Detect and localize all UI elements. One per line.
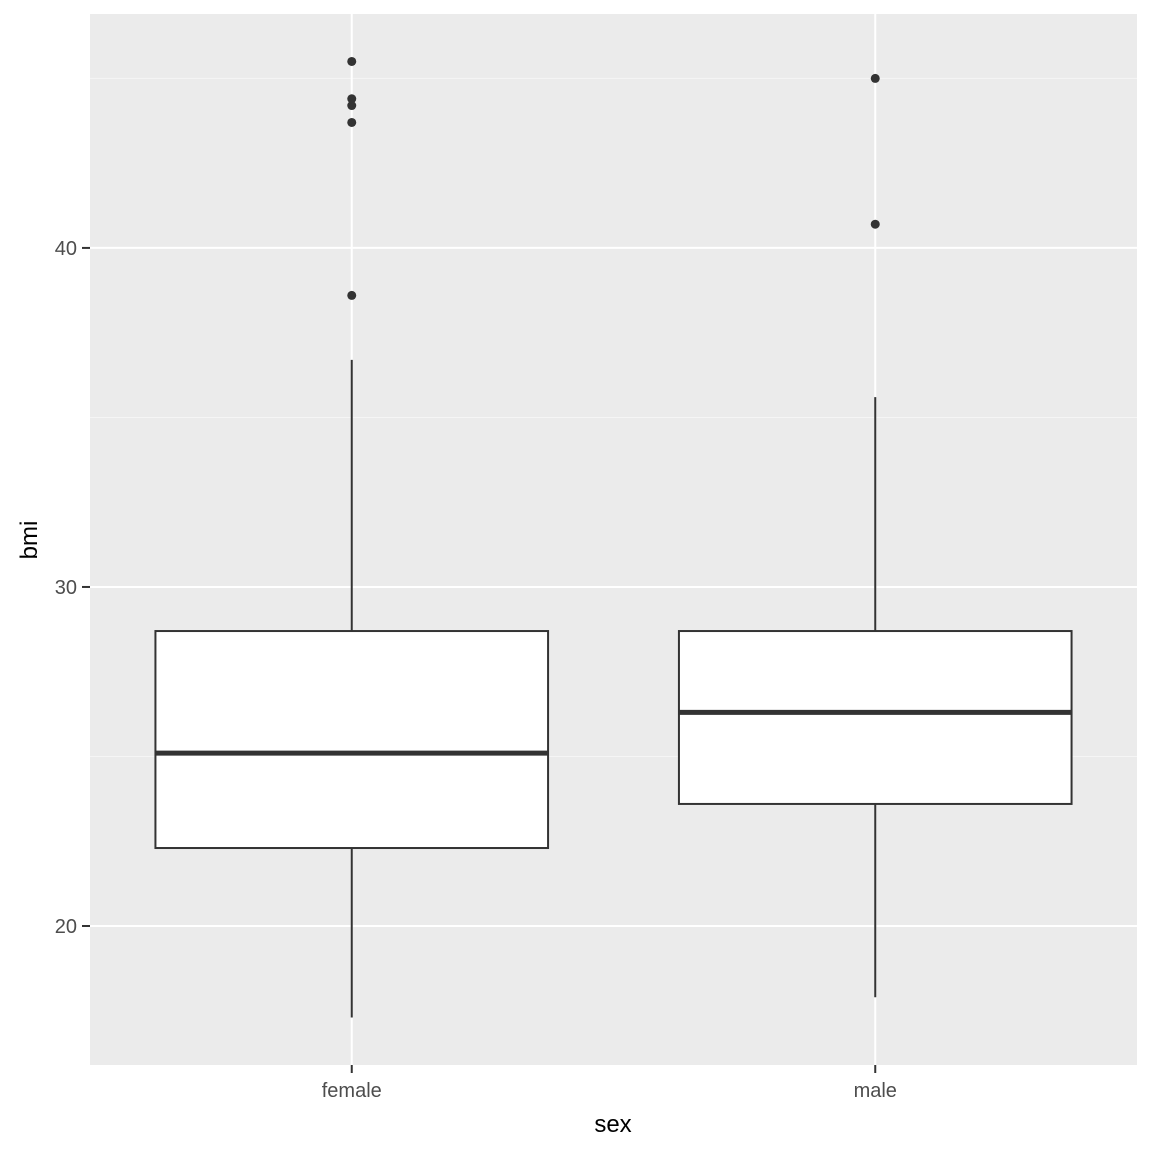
- outlier-point: [347, 117, 357, 127]
- box-iqr: [154, 630, 550, 850]
- outlier-point: [347, 290, 357, 300]
- y-tick-label: 40: [55, 238, 77, 260]
- box-female: [154, 56, 550, 1018]
- y-tick-label: 30: [55, 577, 77, 599]
- x-axis: female male: [322, 1065, 897, 1102]
- x-tick-label: female: [322, 1080, 382, 1102]
- y-axis-title: bmi: [16, 521, 43, 560]
- outlier-point: [870, 73, 880, 83]
- x-tick-label: male: [854, 1080, 897, 1102]
- outlier-point: [347, 101, 357, 111]
- outlier-point: [870, 219, 880, 229]
- plot-panel: [90, 14, 1137, 1065]
- box-iqr: [677, 630, 1073, 805]
- outlier-point: [347, 94, 357, 104]
- outlier-point: [347, 56, 357, 66]
- x-axis-title: sex: [594, 1111, 631, 1138]
- y-axis: 20 30 40: [55, 238, 90, 938]
- box-male: [677, 73, 1073, 998]
- y-tick-label: 20: [55, 916, 77, 938]
- boxes-layer: [154, 56, 1073, 1018]
- panel-background: [90, 14, 1137, 1065]
